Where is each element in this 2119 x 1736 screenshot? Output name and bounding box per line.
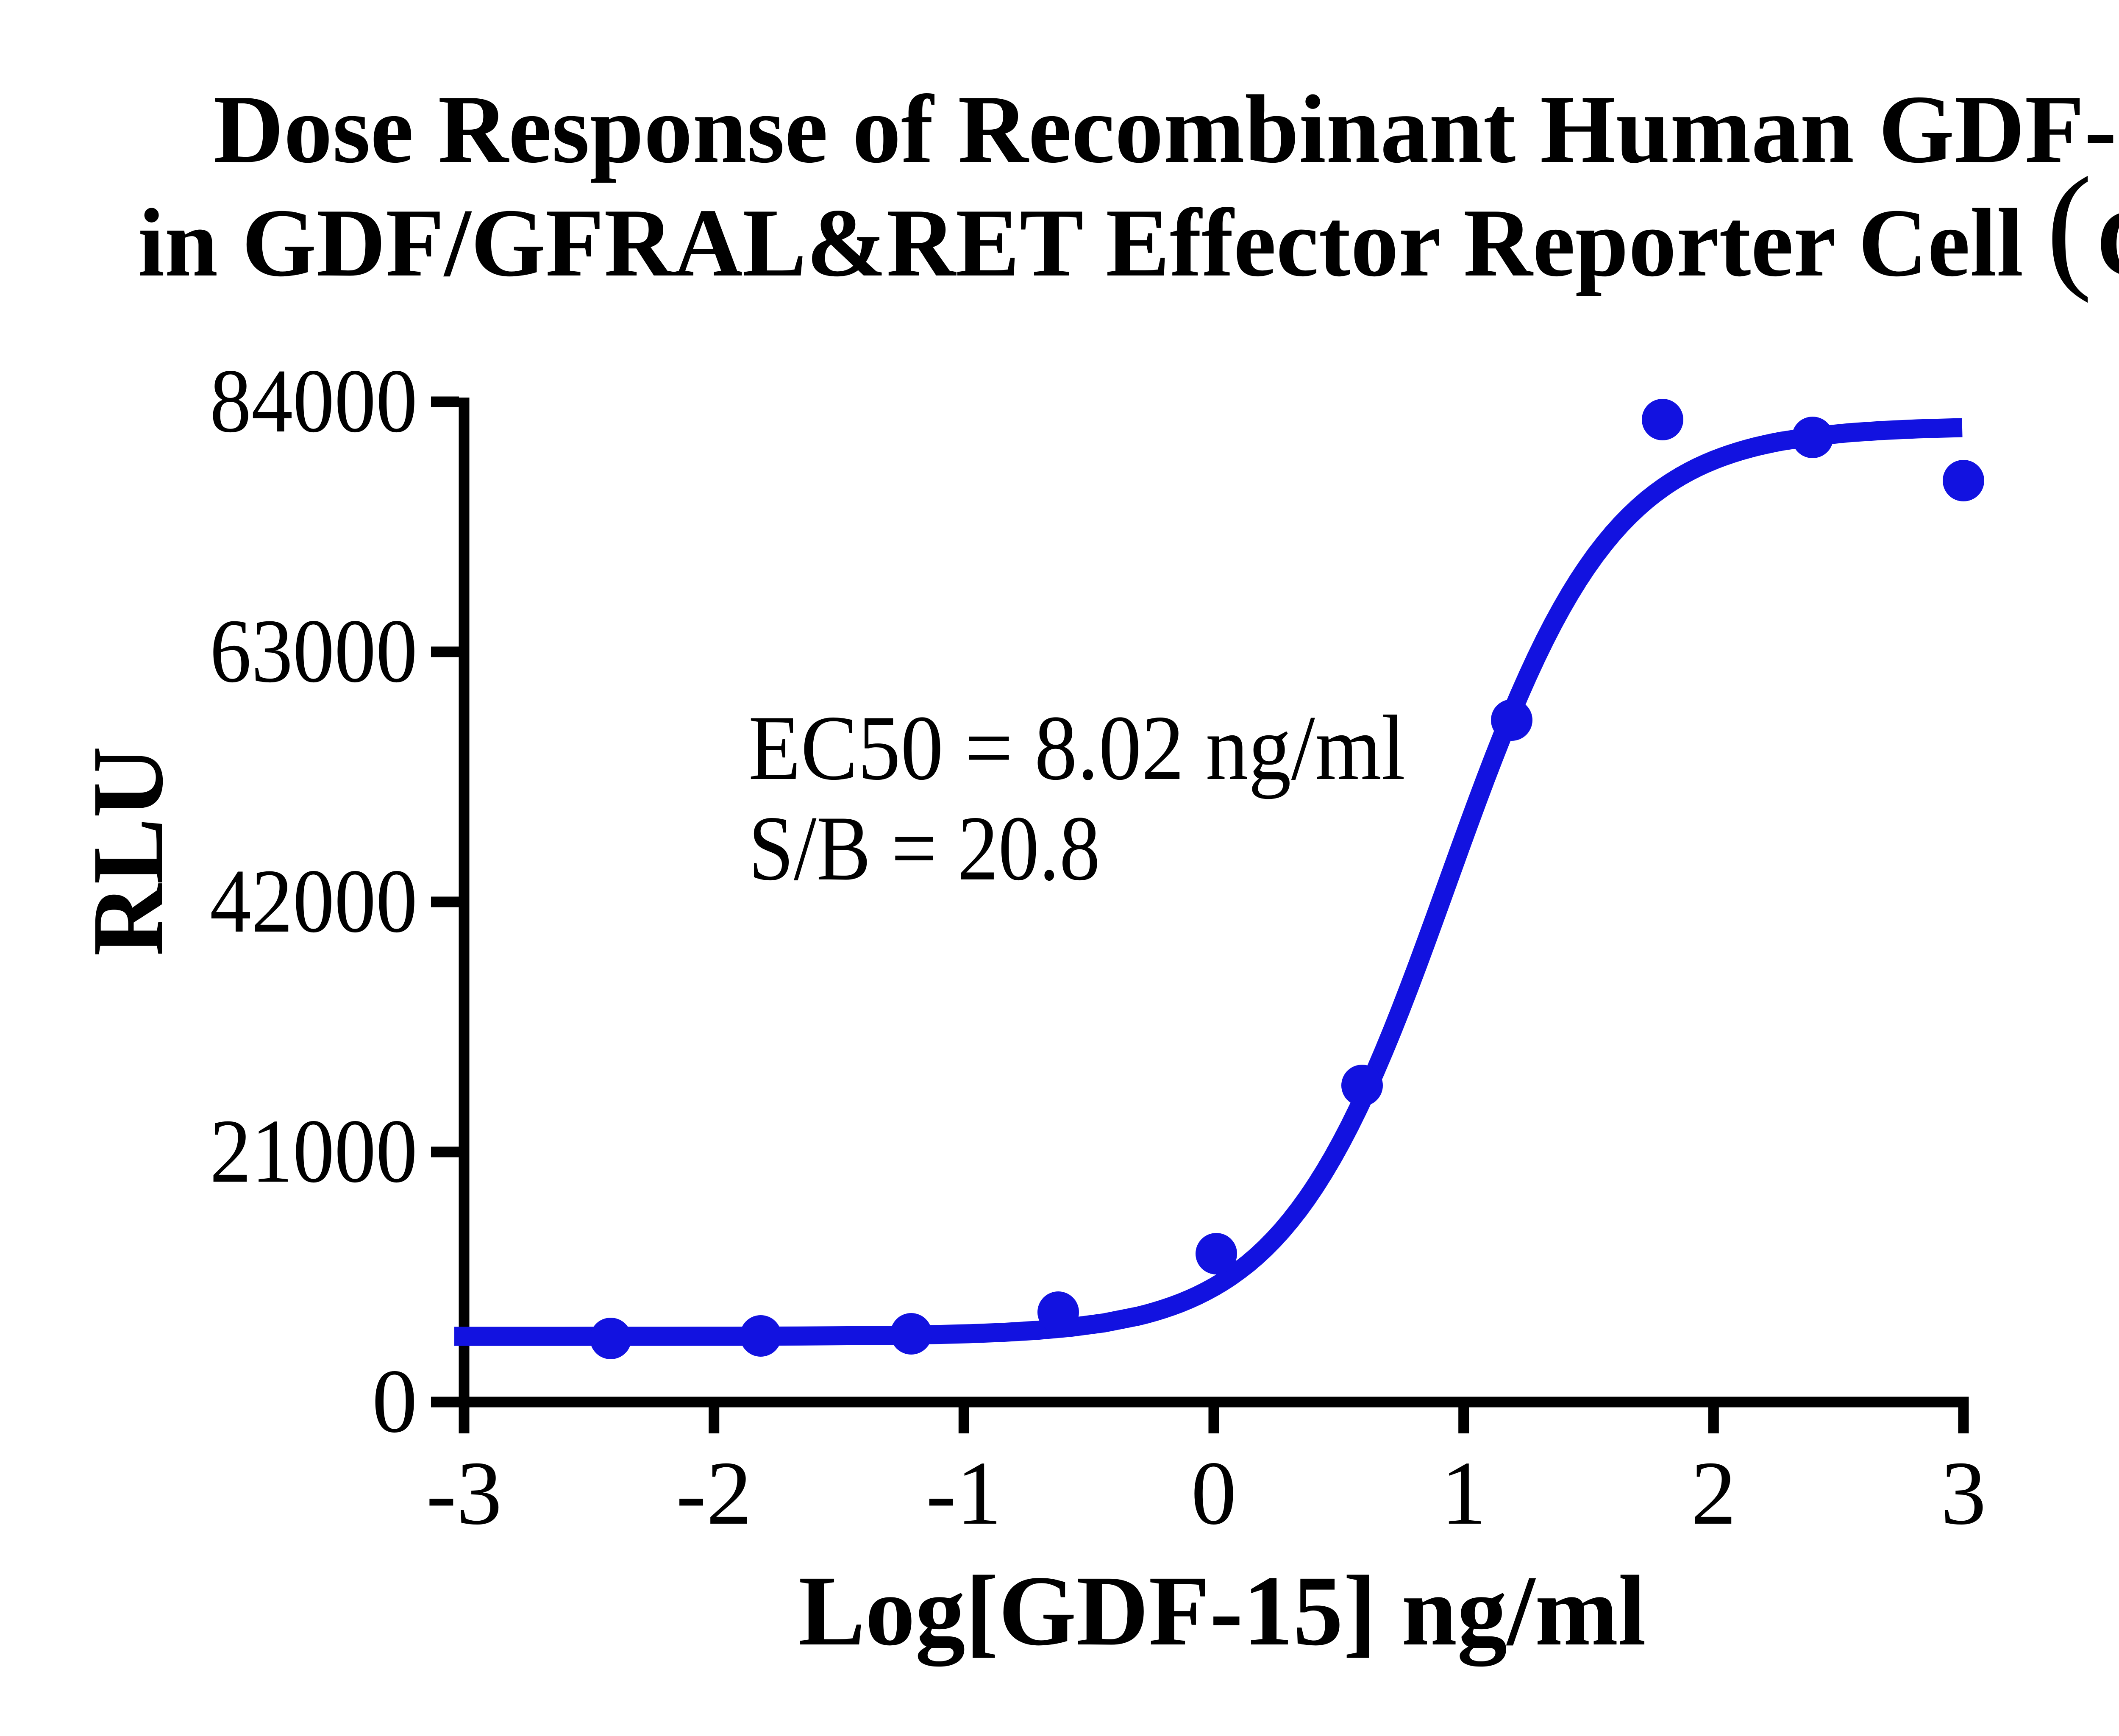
svg-text:Log[GDF-15] ng/ml: Log[GDF-15] ng/ml <box>798 1555 1646 1666</box>
svg-text:1: 1 <box>1441 1442 1487 1544</box>
svg-text:-3: -3 <box>426 1442 502 1544</box>
svg-text:Dose Response of Recombinant H: Dose Response of Recombinant Human GDF-1… <box>213 75 2119 183</box>
svg-text:2: 2 <box>1691 1442 1737 1544</box>
svg-text:21000: 21000 <box>210 1100 417 1202</box>
svg-text:42000: 42000 <box>210 850 417 951</box>
svg-text:EC50 = 8.02 ng/ml: EC50 = 8.02 ng/ml <box>748 697 1405 799</box>
svg-text:-1: -1 <box>926 1442 1002 1544</box>
svg-text:0: 0 <box>372 1350 418 1452</box>
svg-text:-2: -2 <box>676 1442 752 1544</box>
svg-text:84000: 84000 <box>210 350 417 451</box>
svg-text:63000: 63000 <box>210 600 417 701</box>
svg-text:3: 3 <box>1941 1442 1986 1544</box>
svg-text:0: 0 <box>1191 1442 1237 1544</box>
svg-text:RLU: RLU <box>71 746 184 956</box>
svg-text:S/B = 20.8: S/B = 20.8 <box>748 797 1100 900</box>
